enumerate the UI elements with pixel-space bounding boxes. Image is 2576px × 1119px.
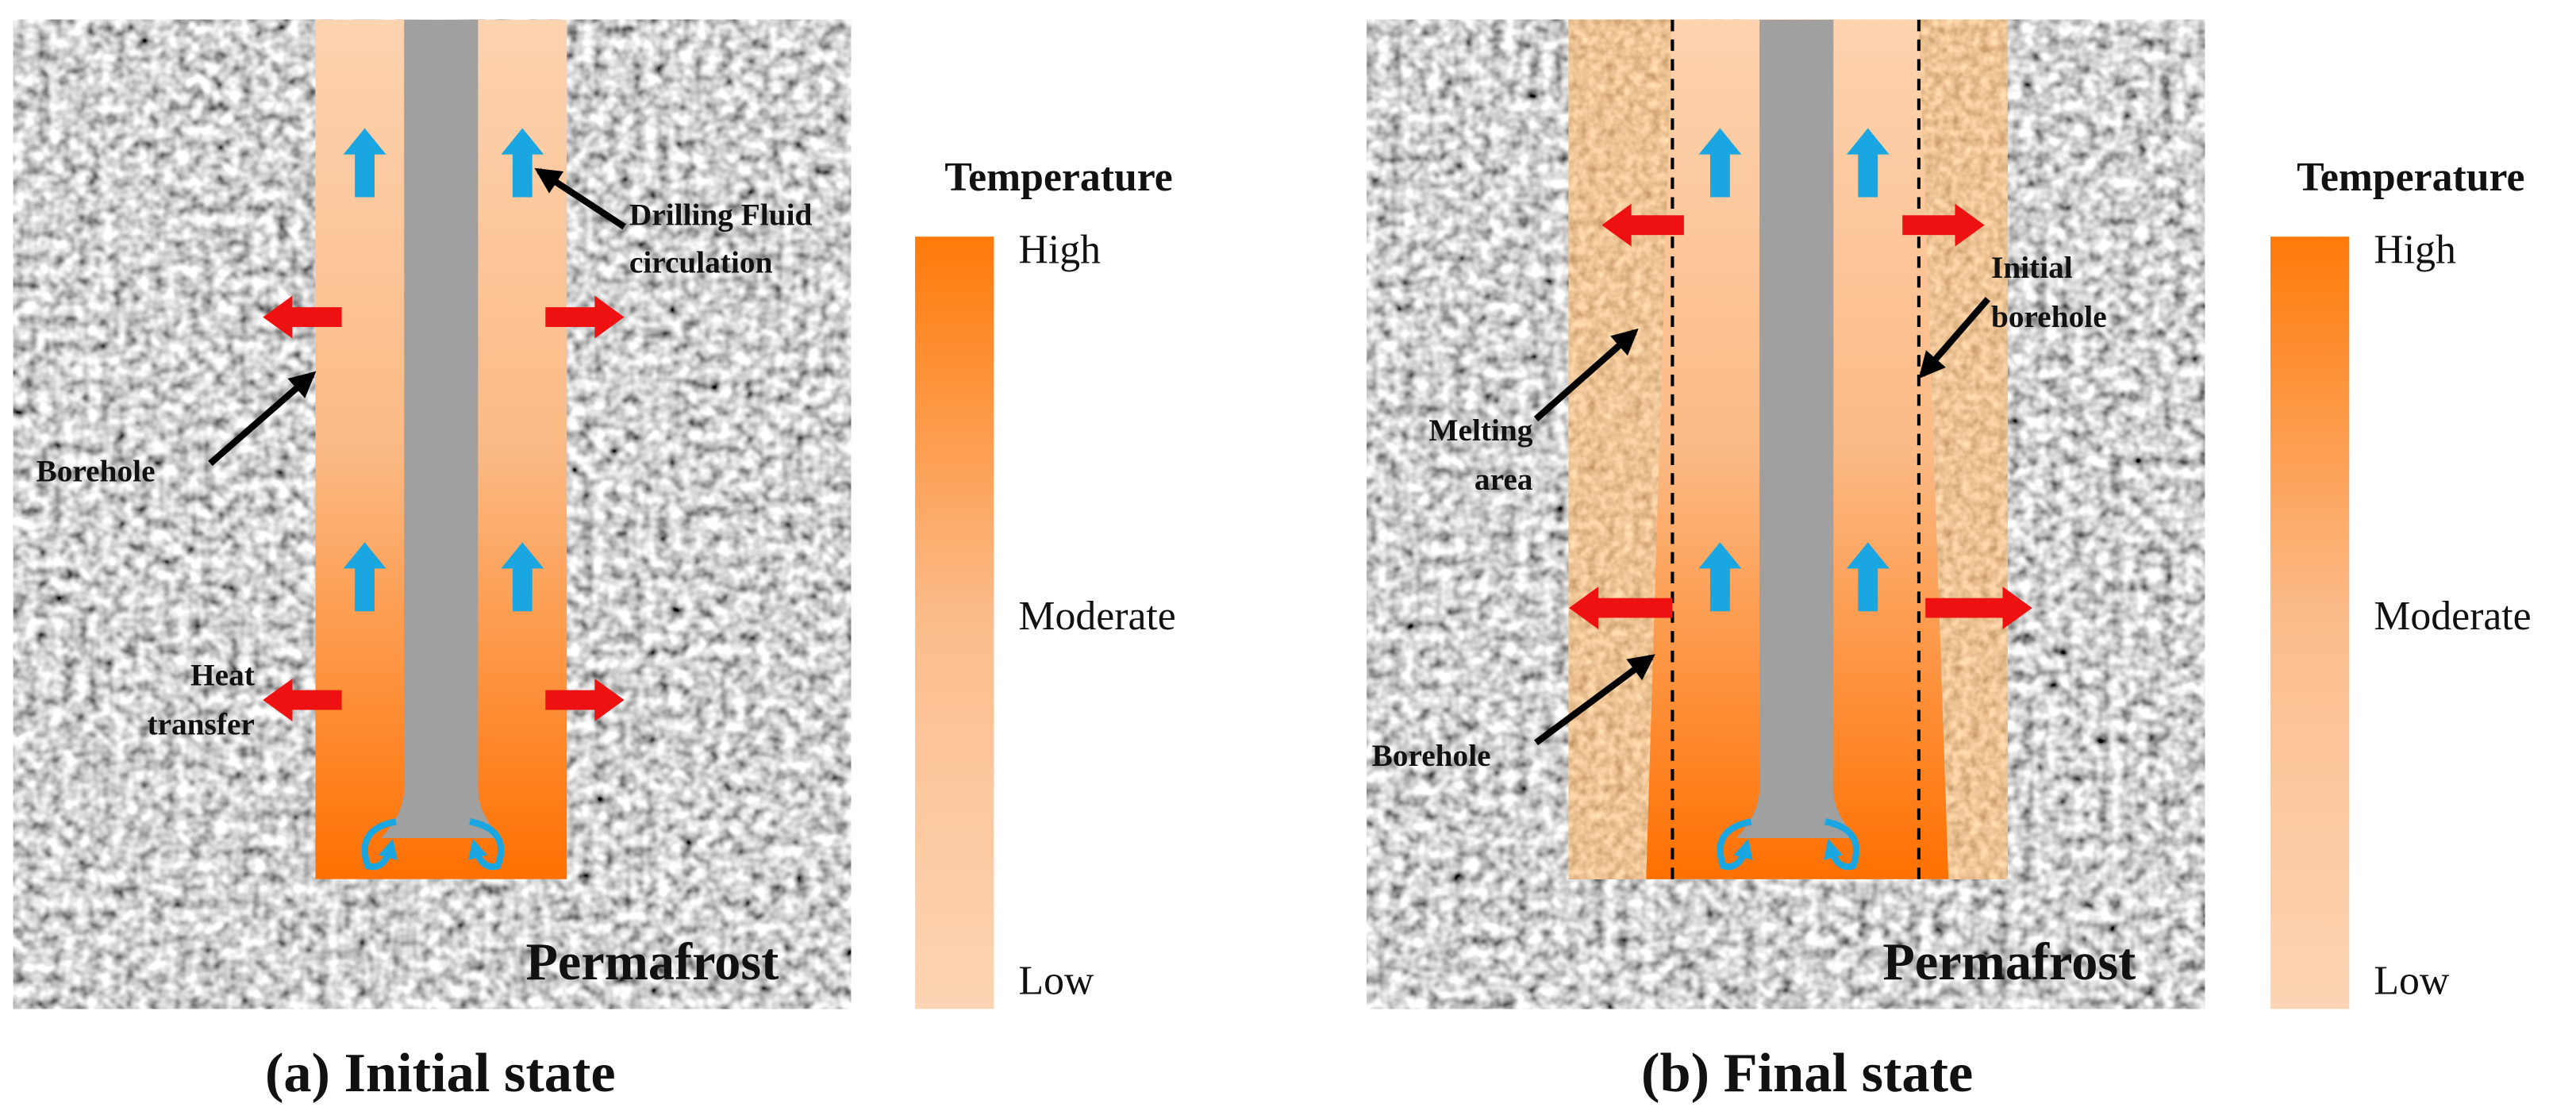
pointer-arrow [1918,297,1991,379]
legend-label: Low [1018,959,1094,1004]
circulation-arrow [361,818,398,871]
caption: (a) Initial state [265,1042,616,1104]
heat-arrow [1925,586,2032,629]
label: borehole [1991,299,2107,334]
label: Initial [1991,250,2073,285]
region-label: Permafrost [1882,933,2136,991]
panel-b: Initial borehole Melting area Borehole P… [1367,19,2532,1104]
label: Heat [190,657,255,692]
heat-arrow [263,679,342,721]
legend-label: Low [2374,959,2449,1004]
label: Borehole [1372,738,1491,773]
label: Borehole [37,454,156,489]
label: Drilling Fluid [629,198,813,233]
pointer-arrow [534,167,626,230]
heat-arrow [545,679,625,721]
legend-label: High [1018,227,1101,272]
flow-arrow [501,128,544,198]
circulation-arrow [468,818,505,871]
flow-arrow [1698,542,1742,612]
flow-arrow [1698,128,1742,198]
legend-label: Moderate [2374,594,2531,639]
flow-arrow [343,128,386,198]
heat-arrow [263,295,342,339]
color-scale [2270,236,2350,1009]
flow-arrow [1846,542,1890,612]
legend-label: High [2374,227,2456,272]
circulation-arrow [1717,818,1753,871]
drill-pipe [381,19,502,838]
color-scale [915,236,994,1009]
circulation-arrow [1823,818,1860,871]
label: transfer [147,707,254,742]
legend-label: Moderate [1018,594,1175,639]
flow-arrow [1846,128,1890,198]
arrows [208,128,626,871]
label: Melting [1428,413,1532,448]
panel-a: Drilling Fluid circulation Borehole Heat… [13,19,1176,1104]
arrows [1533,128,2032,871]
drill-pipe [1736,19,1857,838]
region-label: Permafrost [525,933,779,991]
heat-arrow [1601,203,1684,247]
flow-arrow [343,542,386,612]
pointer-arrow [1533,328,1639,422]
heat-arrow [1568,586,1673,629]
caption: (b) Final state [1641,1042,1973,1104]
pointer-arrow [208,371,317,466]
heat-arrow [1902,203,1985,247]
legend-title: Temperature [944,155,1172,200]
label: circulation [629,245,773,280]
flow-arrow [501,542,544,612]
legend-title: Temperature [2297,155,2524,200]
heat-arrow [545,295,625,339]
label: area [1474,462,1533,497]
pointer-arrow [1534,654,1655,746]
